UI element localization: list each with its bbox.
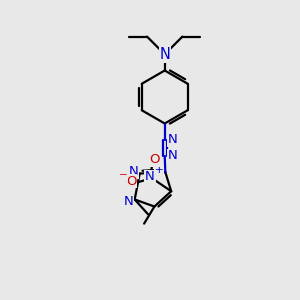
Text: O: O xyxy=(126,175,136,188)
Text: N: N xyxy=(168,149,178,162)
Text: N: N xyxy=(128,165,138,178)
Text: N: N xyxy=(145,170,155,183)
Text: O: O xyxy=(149,153,160,166)
Text: N: N xyxy=(123,195,133,208)
Text: +: + xyxy=(154,165,163,175)
Text: −: − xyxy=(118,170,127,180)
Text: N: N xyxy=(159,47,170,62)
Text: N: N xyxy=(168,133,178,146)
